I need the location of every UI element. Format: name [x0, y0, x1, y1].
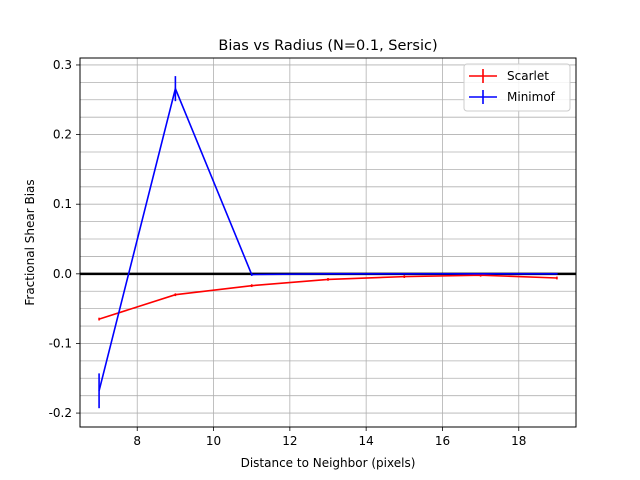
x-tick-label: 14	[359, 434, 374, 448]
x-tick-label: 8	[133, 434, 141, 448]
y-tick-label: 0.0	[53, 267, 72, 281]
y-tick-label: 0.2	[53, 128, 72, 142]
series-layer	[98, 76, 558, 409]
ticks: 8 10 12 14 16 18 0.3 0.2 0.1 0.0 -0.1 -0.2	[49, 58, 527, 448]
x-tick-label: 18	[511, 434, 526, 448]
legend-label-minimof: Minimof	[507, 90, 556, 104]
series-minimof	[98, 76, 558, 409]
legend: Scarlet Minimof	[463, 63, 571, 112]
y-tick-label: -0.2	[49, 406, 72, 420]
chart-title: Bias vs Radius (N=0.1, Sersic)	[218, 38, 437, 54]
legend-label-scarlet: Scarlet	[507, 69, 549, 83]
x-tick-label: 16	[435, 434, 450, 448]
grid	[80, 58, 576, 427]
y-tick-label: -0.1	[49, 336, 72, 350]
y-tick-label: 0.1	[53, 197, 72, 211]
x-axis-label: Distance to Neighbor (pixels)	[241, 456, 416, 470]
plot-frame	[79, 57, 577, 428]
y-axis-label: Fractional Shear Bias	[23, 179, 37, 305]
x-tick-label: 12	[282, 434, 297, 448]
x-tick-label: 10	[206, 434, 221, 448]
series-scarlet	[98, 273, 558, 321]
y-tick-label: 0.3	[53, 58, 72, 72]
